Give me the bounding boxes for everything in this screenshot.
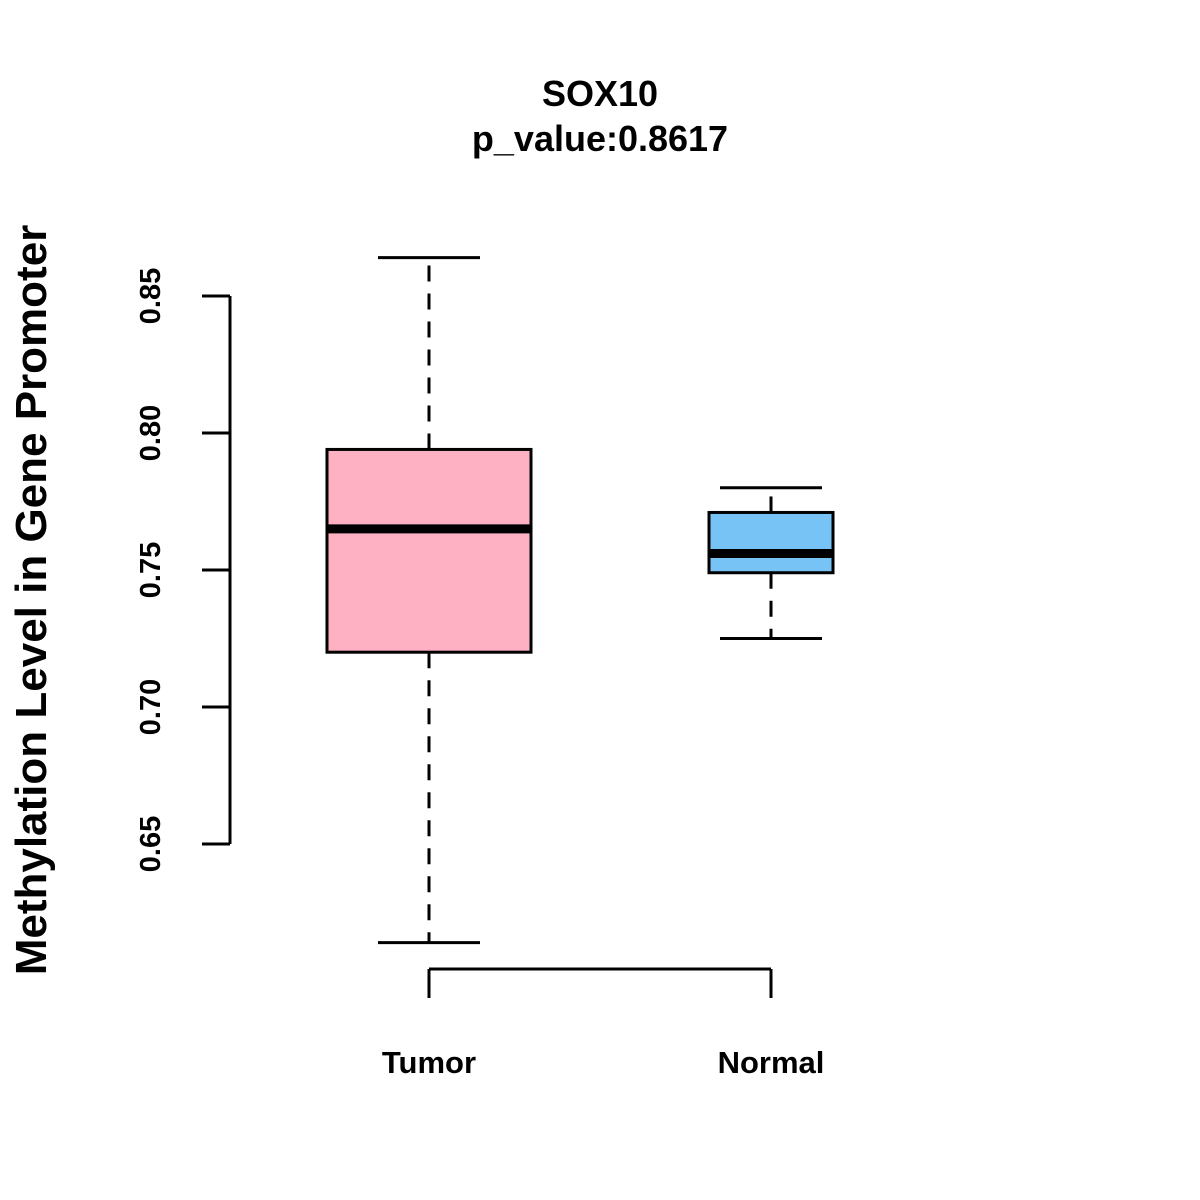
box-tumor xyxy=(325,256,533,945)
y-tick-label: 0.80 xyxy=(135,405,167,461)
box-iqr xyxy=(325,447,533,654)
y-tick-label: 0.85 xyxy=(135,268,167,324)
y-tick-label: 0.65 xyxy=(135,816,167,872)
chart-title: SOX10 xyxy=(542,73,658,114)
y-axis: 0.65 0.70 0.75 0.80 0.85 xyxy=(135,268,232,872)
y-tick-label: 0.70 xyxy=(135,679,167,735)
x-tick-label: Normal xyxy=(718,1045,825,1080)
chart-subtitle: p_value:0.8617 xyxy=(472,118,728,159)
box-normal xyxy=(707,486,835,640)
y-tick-label: 0.75 xyxy=(135,542,167,598)
boxes-group xyxy=(325,256,835,945)
x-axis: Tumor Normal xyxy=(382,967,825,1080)
y-axis-label: Methylation Level in Gene Promoter xyxy=(7,225,56,976)
x-tick-label: Tumor xyxy=(382,1045,476,1080)
box-iqr xyxy=(707,510,835,575)
